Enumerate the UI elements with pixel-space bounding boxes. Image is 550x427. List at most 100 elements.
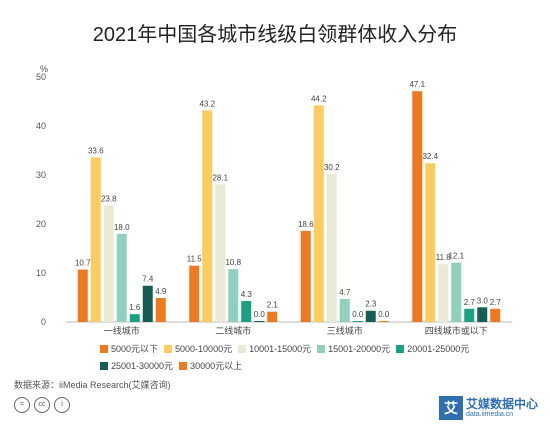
bar xyxy=(464,308,475,322)
y-axis-unit-label: % xyxy=(40,64,48,74)
data-label: 4.9 xyxy=(155,287,167,296)
legend-swatch xyxy=(396,344,405,353)
y-tick-label: 20 xyxy=(36,219,46,229)
iimedia-logo-icon: 艾 xyxy=(438,396,463,420)
chart-title: 2021年中国各城市线级白领群体收入分布 xyxy=(92,24,458,46)
bar xyxy=(300,230,311,322)
bar xyxy=(326,174,337,322)
legend-label: 10001-15000元 xyxy=(249,344,312,354)
legend-swatch xyxy=(100,344,108,353)
bar xyxy=(116,233,127,322)
bar xyxy=(77,269,88,322)
data-label: 7.4 xyxy=(142,275,154,284)
data-label: 3.0 xyxy=(477,296,489,305)
data-label: 2.7 xyxy=(464,298,476,307)
x-tick-label: 二线城市 xyxy=(215,325,251,336)
legend-label: 5000-10000元 xyxy=(175,344,233,354)
data-label: 2.1 xyxy=(267,301,279,310)
legend-label: 25001-30000元 xyxy=(111,361,174,371)
legend-label: 15001-20000元 xyxy=(328,344,391,354)
bar xyxy=(267,311,278,322)
data-label: 0.0 xyxy=(352,310,364,319)
bar xyxy=(490,308,501,322)
bar xyxy=(90,157,101,322)
legend-label: 30000元以上 xyxy=(190,361,243,371)
legend-swatch xyxy=(179,361,188,370)
legend-item: 10001-15000元 xyxy=(238,342,311,355)
legend-swatch xyxy=(164,344,173,353)
data-label: 2.3 xyxy=(365,300,377,309)
bar xyxy=(451,262,462,322)
attribution-icon: i xyxy=(54,397,70,413)
creative-commons-icon: cc xyxy=(34,397,50,413)
bar xyxy=(438,264,449,322)
bar xyxy=(189,265,200,322)
legend-label: 5000元以下 xyxy=(111,344,159,354)
data-label: 2.7 xyxy=(490,298,502,307)
legend-item: 30000元以上 xyxy=(179,359,242,372)
y-tick-label: 10 xyxy=(36,268,46,278)
bar xyxy=(202,110,213,322)
chart-legend: 5000元以下 5000-10000元 10001-15000元 15001-2000… xyxy=(100,340,500,374)
legend-label: 20001-25000元 xyxy=(407,344,470,354)
legend-item: 25001-30000元 xyxy=(100,359,173,372)
data-label: 10.8 xyxy=(225,258,241,267)
data-label: 28.1 xyxy=(212,173,228,182)
x-tick-label: 四线城市或以下 xyxy=(425,325,488,336)
bar xyxy=(378,321,389,322)
legend-item: 15001-20000元 xyxy=(317,342,390,355)
bar xyxy=(241,300,252,322)
data-label: 30.2 xyxy=(324,163,340,172)
bar xyxy=(352,321,363,322)
bar xyxy=(339,298,350,322)
watermark: 艾 艾媒数据中心 data.iimedia.cn xyxy=(438,396,538,420)
bar xyxy=(103,205,114,322)
bar xyxy=(215,184,226,322)
data-label: 0.0 xyxy=(378,310,390,319)
y-tick-label: 30 xyxy=(36,170,46,180)
bar xyxy=(228,269,239,322)
bar xyxy=(412,91,423,323)
data-label: 4.7 xyxy=(339,288,351,297)
bar xyxy=(142,285,153,322)
data-label: 23.8 xyxy=(101,194,117,203)
legend-swatch xyxy=(317,344,326,353)
y-tick-label: 0 xyxy=(41,317,46,327)
y-tick-label: 50 xyxy=(36,72,46,82)
bar xyxy=(129,314,140,322)
equals-license-icon: = xyxy=(14,397,30,413)
y-tick-label: 40 xyxy=(36,121,46,131)
watermark-url: data.iimedia.cn xyxy=(465,410,514,418)
bar xyxy=(425,163,436,322)
data-label: 18.0 xyxy=(114,223,130,232)
legend-swatch xyxy=(238,344,247,353)
bar xyxy=(313,105,324,322)
data-label: 32.4 xyxy=(422,152,438,161)
watermark-title: 艾媒数据中心 xyxy=(465,396,538,411)
source-note: 数据来源：iiMedia Research(艾媒咨询) xyxy=(14,380,171,390)
data-label: 4.3 xyxy=(241,290,253,299)
data-label: 0.0 xyxy=(254,310,266,319)
legend-item: 5000-10000元 xyxy=(164,342,232,355)
legend-item: 5000元以下 xyxy=(100,342,158,355)
x-tick-label: 一线城市 xyxy=(104,325,140,336)
data-label: 47.1 xyxy=(409,80,425,89)
data-label: 44.2 xyxy=(311,94,327,103)
license-icons: = cc i xyxy=(14,397,70,413)
bar xyxy=(477,307,488,322)
bar xyxy=(365,310,376,322)
data-label: 1.6 xyxy=(129,303,141,312)
bar-chart: % 0 10 20 30 40 50 10.7 33.6 23.8 18.0 1.6 7.44.9 一线城… xyxy=(36,64,512,336)
data-label: 10.7 xyxy=(75,259,91,268)
data-label: 18.6 xyxy=(298,220,314,229)
data-label: 12.1 xyxy=(448,252,464,261)
legend-item: 20001-25000元 xyxy=(396,342,469,355)
data-label: 43.2 xyxy=(199,99,215,108)
data-label: 11.5 xyxy=(187,255,203,264)
x-tick-label: 三线城市 xyxy=(327,325,363,336)
bar xyxy=(254,321,265,322)
legend-swatch xyxy=(100,361,108,370)
bar xyxy=(155,297,166,322)
data-label: 11.8 xyxy=(436,253,452,262)
data-label: 33.6 xyxy=(88,146,104,155)
